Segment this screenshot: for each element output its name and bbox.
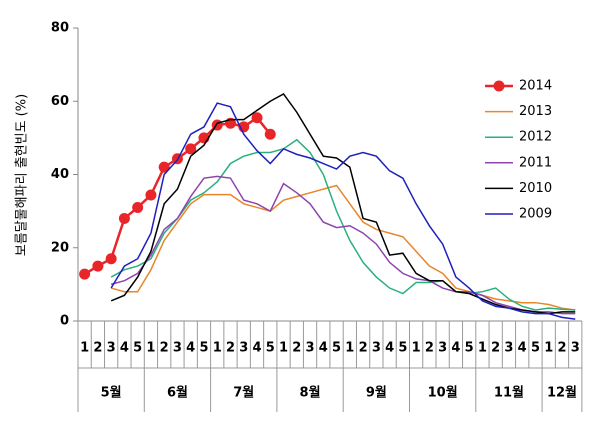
x-tick-label: 2 <box>93 341 102 356</box>
point <box>118 212 130 224</box>
y-tick-label: 20 <box>51 240 69 255</box>
x-tick-label: 5 <box>531 341 540 356</box>
group-label: 9월 <box>366 385 387 401</box>
group-label: 5월 <box>101 385 122 401</box>
legend-label: 2010 <box>519 181 552 196</box>
legend-label: 2009 <box>519 207 552 222</box>
x-tick-label: 5 <box>398 341 407 356</box>
x-tick-label: 1 <box>478 341 487 356</box>
point <box>251 112 263 124</box>
legend-label: 2013 <box>519 104 552 119</box>
point <box>145 189 157 201</box>
x-tick-label: 5 <box>332 341 341 356</box>
point <box>132 201 144 213</box>
x-tick-label: 3 <box>306 341 315 356</box>
x-tick-label: 3 <box>173 341 182 356</box>
group-label: 12월 <box>547 385 577 401</box>
y-tick-label: 0 <box>60 314 69 329</box>
x-tick-label: 4 <box>319 341 328 356</box>
x-tick-label: 4 <box>120 341 129 356</box>
x-tick-label: 1 <box>412 341 421 356</box>
series-line <box>110 102 576 320</box>
x-tick-label: 3 <box>504 341 513 356</box>
y-tick-label: 40 <box>51 167 69 182</box>
y-axis-label: 보름달물해파리 출현빈도 (%) <box>15 94 30 256</box>
legend-label: 2011 <box>519 155 552 170</box>
x-tick-label: 5 <box>199 341 208 356</box>
x-tick-label: 1 <box>544 341 553 356</box>
x-tick-label: 2 <box>557 341 566 356</box>
x-tick-label: 5 <box>133 341 142 356</box>
x-tick-label: 2 <box>160 341 169 356</box>
point <box>158 161 170 173</box>
x-tick-label: 3 <box>438 341 447 356</box>
group-label: 6월 <box>167 385 188 401</box>
group-label: 8월 <box>300 385 321 401</box>
x-tick-label: 1 <box>213 341 222 356</box>
point <box>79 268 91 280</box>
y-tick-label: 80 <box>51 21 69 36</box>
y-tick-label: 60 <box>51 94 69 109</box>
point <box>264 128 276 140</box>
x-tick-label: 3 <box>571 341 580 356</box>
group-label: 7월 <box>233 385 254 401</box>
x-tick-label: 2 <box>491 341 500 356</box>
x-tick-label: 3 <box>239 341 248 356</box>
group-label: 11월 <box>494 385 524 401</box>
legend-label: 2014 <box>519 79 552 94</box>
x-tick-label: 4 <box>252 341 261 356</box>
legend-marker <box>493 80 505 92</box>
x-tick-label: 2 <box>359 341 368 356</box>
x-tick-label: 5 <box>266 341 275 356</box>
series-line <box>110 138 576 311</box>
x-tick-label: 2 <box>292 341 301 356</box>
point <box>105 253 117 265</box>
x-tick-label: 3 <box>372 341 381 356</box>
series-line <box>110 184 576 311</box>
x-tick-label: 4 <box>186 341 195 356</box>
x-tick-label: 5 <box>465 341 474 356</box>
x-tick-label: 4 <box>451 341 460 356</box>
series-line <box>110 175 576 315</box>
x-tick-label: 4 <box>385 341 394 356</box>
point <box>92 260 104 272</box>
x-tick-label: 2 <box>226 341 235 356</box>
x-tick-label: 1 <box>345 341 354 356</box>
x-tick-label: 2 <box>425 341 434 356</box>
x-tick-label: 1 <box>279 341 288 356</box>
series-line <box>83 116 272 276</box>
x-tick-label: 1 <box>80 341 89 356</box>
x-tick-label: 3 <box>107 341 116 356</box>
x-tick-label: 1 <box>146 341 155 356</box>
series-line <box>110 92 576 315</box>
x-tick-label: 4 <box>518 341 527 356</box>
group-label: 10월 <box>428 385 458 401</box>
legend-label: 2012 <box>519 130 552 145</box>
point <box>185 143 197 155</box>
